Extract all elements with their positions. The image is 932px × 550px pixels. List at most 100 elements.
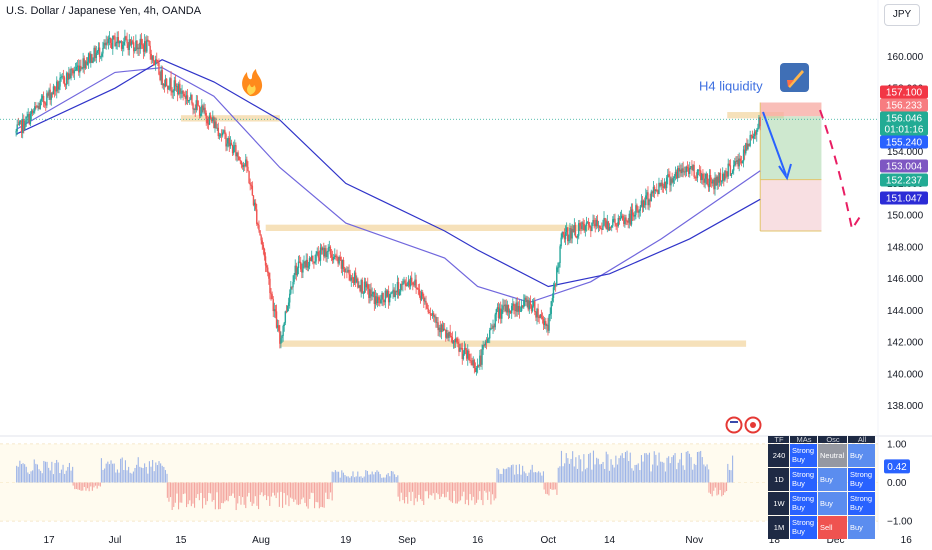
candle-body bbox=[291, 286, 293, 288]
indicator-bar bbox=[698, 451, 700, 483]
candle-body bbox=[182, 90, 184, 94]
candle-body bbox=[372, 292, 374, 295]
indicator-bar bbox=[435, 482, 438, 493]
position-tool[interactable] bbox=[759, 102, 822, 232]
candle-body bbox=[648, 199, 650, 206]
indicator-bar bbox=[52, 474, 54, 483]
indicator-bar bbox=[226, 482, 228, 501]
indicator-bar bbox=[87, 482, 89, 489]
candle-body bbox=[387, 290, 390, 303]
candle-body bbox=[75, 66, 78, 70]
indicator-bar bbox=[596, 457, 598, 483]
indicator-bar bbox=[556, 482, 558, 495]
indicator-bar bbox=[418, 482, 420, 495]
x-axis[interactable]: 17 Jul 15 Aug 19 Sep 16 Oct 14 Nov 18 Dec 16 bbox=[44, 535, 913, 546]
x-tick-label: Oct bbox=[541, 535, 557, 546]
indicator-bar bbox=[312, 482, 314, 494]
candle-body bbox=[185, 95, 188, 99]
indicator-bar bbox=[421, 482, 423, 502]
indicator-bar bbox=[408, 482, 410, 493]
candle-body bbox=[116, 37, 118, 44]
candle-body bbox=[364, 281, 367, 288]
indicator-bar bbox=[350, 476, 352, 483]
candle-body bbox=[127, 43, 129, 51]
indicator-bar bbox=[144, 463, 146, 483]
indicator-bar bbox=[91, 482, 93, 491]
candle-body bbox=[171, 90, 173, 93]
currency-button[interactable]: JPY bbox=[884, 4, 920, 26]
candle-body bbox=[584, 225, 587, 231]
candle-body bbox=[602, 225, 604, 230]
candle-body bbox=[146, 39, 148, 52]
indicator-bar bbox=[285, 482, 287, 505]
indicator-bar bbox=[379, 474, 381, 483]
indicator-bar bbox=[277, 482, 279, 493]
candle-body bbox=[170, 78, 172, 91]
candle-body bbox=[735, 161, 737, 162]
indicator-bar bbox=[291, 482, 293, 499]
indicator-bar bbox=[326, 482, 328, 500]
candle-body bbox=[96, 51, 99, 54]
indicator-bar bbox=[716, 482, 718, 496]
candle-body bbox=[261, 240, 263, 245]
indicator-bar bbox=[161, 465, 163, 483]
candle-body bbox=[154, 59, 157, 65]
indicator-pane[interactable]: 1.00 0.00 −1.00 0.42 bbox=[0, 440, 913, 528]
candle-body bbox=[530, 305, 533, 311]
indicator-bar bbox=[437, 482, 439, 495]
candle-body bbox=[384, 290, 387, 303]
indicator-bar bbox=[405, 482, 407, 497]
candle-body bbox=[707, 184, 710, 188]
candle-body bbox=[300, 262, 302, 270]
candle-body bbox=[719, 172, 722, 182]
candle-body bbox=[685, 166, 688, 172]
indicator-bar bbox=[447, 482, 449, 492]
candle-body bbox=[173, 80, 176, 91]
candle-body bbox=[578, 223, 580, 236]
candle-body bbox=[46, 93, 48, 106]
candle-body bbox=[58, 86, 60, 90]
candle-body bbox=[718, 172, 721, 183]
candle-body bbox=[612, 219, 614, 226]
x-tick-label: 16 bbox=[472, 535, 484, 546]
candle-body bbox=[204, 107, 206, 113]
candle-body bbox=[424, 300, 426, 302]
candle-body bbox=[729, 165, 732, 176]
candle-body bbox=[147, 39, 149, 41]
indicator-current-tag bbox=[884, 459, 910, 474]
candle-body bbox=[674, 171, 677, 177]
candle-body bbox=[739, 158, 741, 162]
indicator-bar bbox=[347, 476, 349, 483]
indicator-bar bbox=[708, 469, 710, 483]
candle-body bbox=[109, 37, 112, 43]
candle-body bbox=[224, 130, 226, 135]
candle-body bbox=[456, 338, 458, 342]
indicator-bar bbox=[200, 482, 202, 493]
candle-body bbox=[192, 103, 194, 110]
indicator-bar bbox=[501, 474, 503, 483]
candle-body bbox=[100, 56, 102, 58]
indicator-bar bbox=[685, 451, 687, 483]
candle-body bbox=[296, 267, 299, 276]
candle-body bbox=[662, 186, 665, 188]
indicator-bar bbox=[700, 450, 702, 483]
candle-body bbox=[441, 324, 444, 331]
candle-body bbox=[241, 164, 244, 167]
indicator-bar bbox=[490, 482, 492, 505]
candle-body bbox=[59, 77, 61, 87]
candle-body bbox=[379, 300, 381, 304]
indicator-bar bbox=[262, 482, 264, 497]
fire-core-icon bbox=[247, 84, 256, 95]
indicator-bar bbox=[676, 469, 678, 483]
candle-body bbox=[353, 272, 356, 283]
candle-body bbox=[698, 169, 701, 171]
candle-body bbox=[117, 37, 119, 44]
indicator-bar bbox=[616, 464, 619, 483]
indicator-bar bbox=[591, 469, 593, 483]
candle-body bbox=[457, 341, 459, 344]
candle-body bbox=[195, 100, 198, 110]
indicator-bar bbox=[682, 465, 684, 483]
candle-body bbox=[526, 299, 528, 302]
